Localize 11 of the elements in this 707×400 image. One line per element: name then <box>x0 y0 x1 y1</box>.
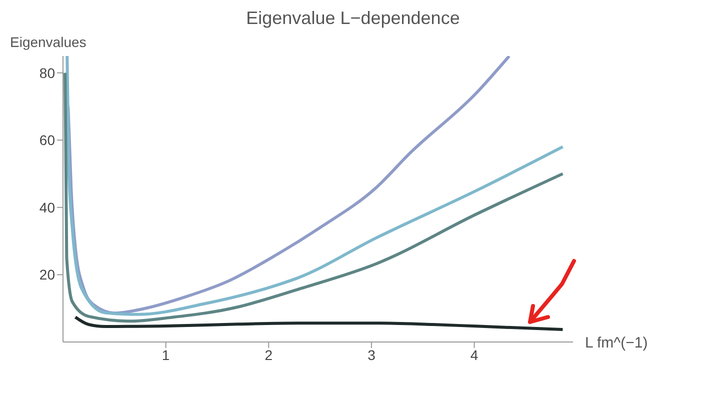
y-tick-label: 60 <box>39 132 56 148</box>
y-axis-title: Eigenvalues <box>10 34 86 50</box>
chart-title: Eigenvalue L−dependence <box>245 8 461 29</box>
y-tick-label: 40 <box>39 199 56 216</box>
x-tick-label: 2 <box>264 346 273 363</box>
x-tick-label: 4 <box>470 346 478 363</box>
x-tick-label: 1 <box>162 346 170 363</box>
y-tick-label: 80 <box>39 64 56 81</box>
x-tick-label: 3 <box>368 346 376 363</box>
x-axis-title: L fm^(−1) <box>585 334 648 352</box>
y-tick-label: 20 <box>39 266 56 283</box>
